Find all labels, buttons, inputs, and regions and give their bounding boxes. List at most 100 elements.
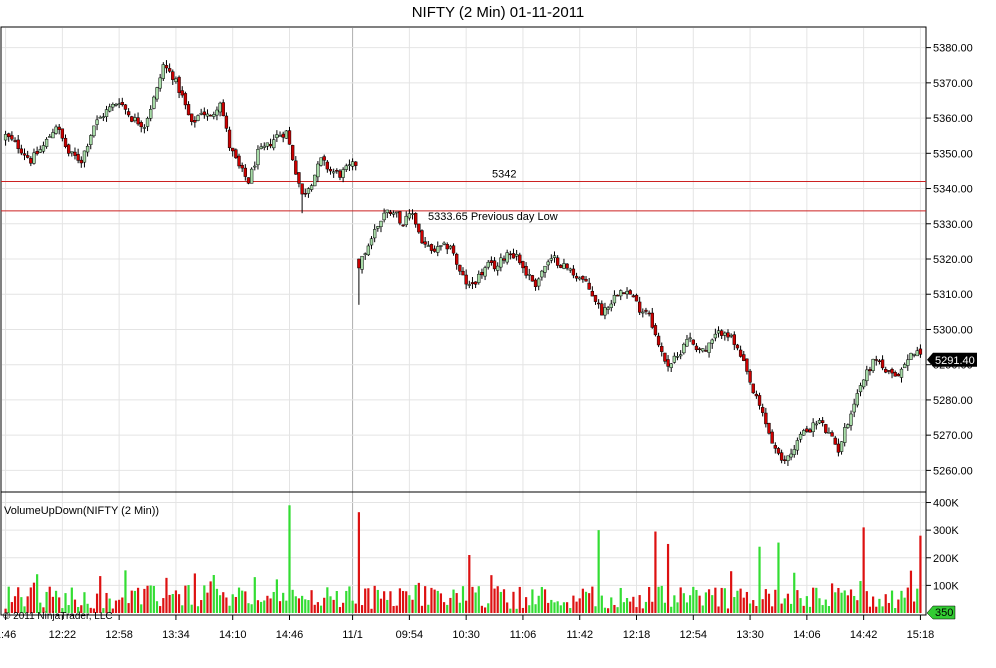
volume-bar — [632, 596, 635, 613]
volume-bar — [316, 602, 319, 613]
volume-bar — [143, 588, 146, 613]
candle-body — [663, 352, 667, 362]
volume-bar — [187, 585, 190, 613]
volume-bar — [726, 608, 730, 613]
volume-bar — [707, 589, 711, 613]
volume-bar — [26, 596, 29, 613]
volume-bar — [427, 604, 430, 613]
volume-bar — [685, 602, 689, 613]
candle-body — [16, 139, 20, 149]
candle-body — [814, 423, 818, 426]
candle-body — [54, 126, 58, 134]
candle-body — [161, 64, 165, 79]
candle-body — [455, 253, 459, 265]
candle-body — [896, 373, 901, 377]
candle-body — [477, 273, 481, 283]
volume-bar — [613, 604, 616, 613]
volume-bar — [152, 585, 155, 613]
candle-body — [527, 274, 531, 276]
candle-body — [688, 337, 692, 340]
candle-body — [404, 215, 408, 226]
candle-body — [726, 332, 730, 338]
y-tick-label: 5330.00 — [933, 219, 973, 231]
volume-bar — [108, 598, 111, 613]
volume-bar — [48, 586, 51, 613]
candle-body — [918, 348, 923, 355]
x-tick-label: 13:34 — [162, 629, 190, 641]
chart-title: NIFTY (2 Min) 01-11-2011 — [411, 4, 585, 21]
candle-body — [111, 104, 115, 108]
volume-bar — [253, 577, 256, 613]
candle-body — [180, 90, 184, 96]
candle-body — [467, 284, 471, 286]
candle-body — [10, 135, 14, 140]
volume-bar — [452, 589, 455, 613]
volume-bar — [58, 597, 61, 613]
candle-body — [73, 151, 77, 156]
x-tick-label: 12:22 — [49, 629, 77, 641]
volume-bar — [357, 512, 361, 613]
volume-bar — [509, 608, 512, 613]
candle-body — [253, 165, 257, 168]
candle-body — [423, 241, 427, 245]
candle-body — [811, 422, 815, 432]
volume-bar — [121, 597, 124, 613]
candle-body — [871, 358, 875, 371]
candle-body — [313, 174, 317, 187]
candle-body — [830, 432, 834, 437]
candle-body — [234, 149, 238, 159]
candle-body — [839, 441, 844, 452]
volume-bar — [386, 599, 389, 613]
y-tick-label: 5310.00 — [933, 289, 973, 301]
candle-body — [82, 150, 87, 163]
candle-body — [432, 248, 437, 252]
candle-body — [79, 159, 83, 164]
candle-body — [890, 368, 894, 374]
volume-bar — [114, 600, 118, 613]
volume-bar — [559, 605, 562, 613]
volume-bar — [619, 587, 622, 613]
volume-bar — [496, 586, 499, 613]
volume-bar — [742, 597, 745, 613]
candle-body — [294, 160, 298, 175]
candle-body — [849, 413, 853, 426]
candle-body — [98, 117, 102, 119]
candle-body — [669, 363, 673, 368]
candle-body — [748, 370, 752, 383]
candle-body — [451, 245, 456, 254]
candle-body — [445, 244, 449, 250]
volume-bar — [648, 587, 651, 613]
candle-body — [303, 192, 307, 195]
candle-body — [631, 295, 636, 298]
x-tick-label: 11:06 — [510, 629, 537, 641]
volume-bar — [168, 594, 171, 613]
volume-bar — [332, 599, 335, 613]
volume-bar — [629, 601, 632, 613]
candle-body — [884, 369, 888, 373]
volume-bar — [335, 590, 338, 613]
volume-bar — [515, 608, 518, 613]
candle-body — [167, 68, 172, 72]
candle-body — [243, 167, 247, 177]
candle-body — [117, 103, 121, 105]
volume-bar — [890, 590, 894, 613]
last-price-label: 5291.40 — [935, 355, 975, 367]
candle-body — [306, 188, 311, 194]
candle-body — [237, 155, 241, 167]
candle-body — [619, 290, 623, 297]
candle-body — [729, 334, 733, 337]
candle-body — [3, 134, 8, 141]
copyright-text: © 2011 NinjaTrader, LLC — [3, 611, 113, 622]
volume-bar — [821, 605, 824, 613]
volume-bar — [77, 607, 80, 613]
candle-body — [795, 440, 800, 451]
candle-body — [360, 255, 364, 270]
candle-body — [193, 120, 197, 123]
volume-bar — [483, 607, 487, 613]
candle-body — [369, 238, 374, 246]
candle-body — [805, 428, 809, 432]
candle-body — [376, 226, 380, 229]
volume-bar — [345, 590, 348, 613]
candle-body — [533, 279, 538, 287]
volume-bar — [420, 605, 424, 613]
